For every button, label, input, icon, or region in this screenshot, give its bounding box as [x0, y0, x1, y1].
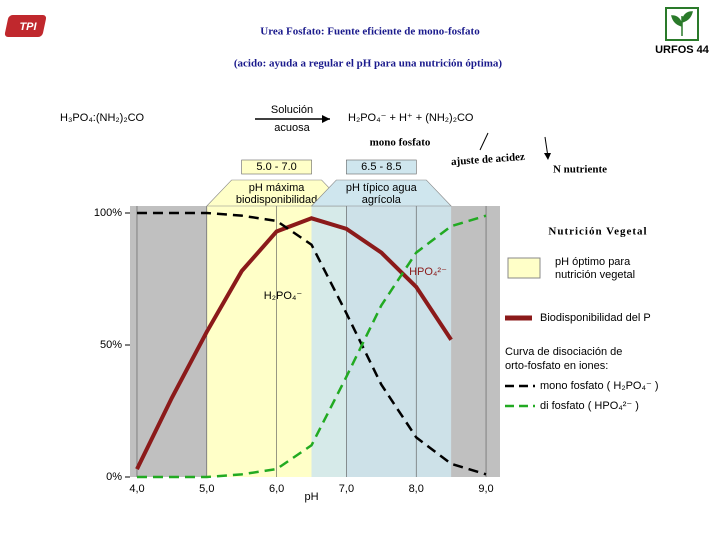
x-tick-label: 5,0	[199, 483, 214, 495]
legend-label: pH óptimo para	[555, 256, 631, 268]
range-callout	[310, 179, 452, 207]
series-line	[135, 216, 453, 470]
range-band	[311, 206, 452, 477]
series-line	[136, 214, 487, 479]
product-note: ajuste de acidez	[451, 151, 526, 168]
range-label-box	[346, 159, 417, 175]
legend-label: nutrición vegetal	[555, 269, 635, 281]
x-tick-label: 7,0	[339, 483, 354, 495]
range-note: agrícola	[362, 194, 402, 206]
curve-label: HPO₄²⁻	[409, 266, 447, 278]
products: H₂PO₄⁻ + H⁺ + (NH₂)₂CO	[348, 112, 474, 124]
x-axis-label: pH	[304, 491, 318, 503]
series-line	[136, 211, 487, 476]
curve-label: H₂PO₄⁻	[264, 290, 303, 302]
x-tick-label: 4,0	[129, 483, 144, 495]
x-tick-label: 8,0	[409, 483, 424, 495]
reactant: H₃PO₄:(NH₂)₂CO	[60, 112, 145, 124]
range-note: biodisponibilidad	[236, 194, 317, 206]
legend-label: mono fosfato ( H₂PO₄⁻ )	[540, 380, 659, 392]
logo-right: URFOS 44	[655, 44, 710, 56]
note-pointer-head	[544, 153, 551, 160]
legend-heading: Curva de disociación de	[505, 346, 622, 358]
logo-left: TPI	[19, 21, 37, 33]
y-tick-label: 50%	[100, 339, 122, 351]
note-pointer	[479, 132, 489, 151]
logo-leaf	[671, 11, 693, 36]
legend-heading: orto-fosfato en iones:	[505, 360, 608, 372]
legend-swatch	[507, 257, 541, 279]
x-tick-label: 9,0	[478, 483, 493, 495]
product-note: N nutriente	[553, 164, 607, 176]
chart-title: Nutrición Vegetal	[548, 226, 647, 238]
condition: Solución	[271, 104, 313, 116]
subtitle: (acido: ayuda a regular el pH para una n…	[234, 58, 503, 70]
logo-left-box	[4, 15, 47, 37]
range-label: 6.5 - 8.5	[361, 161, 401, 173]
range-label: 5.0 - 7.0	[256, 161, 296, 173]
range-note: pH típico agua	[346, 182, 418, 194]
title: Urea Fosfato: Fuente eficiente de mono-f…	[260, 26, 480, 38]
range-note: pH máxima	[249, 182, 306, 194]
range-label-box	[241, 159, 312, 175]
legend-label: Biodisponibilidad del P	[540, 312, 651, 324]
reaction-arrow-head	[322, 115, 330, 123]
product-note: mono fosfato	[370, 137, 431, 149]
y-tick-label: 100%	[94, 207, 122, 219]
x-tick-label: 6,0	[269, 483, 284, 495]
condition: acuosa	[274, 122, 310, 134]
y-tick-label: 0%	[106, 471, 122, 483]
legend-label: di fosfato ( HPO₄²⁻ )	[540, 400, 639, 412]
